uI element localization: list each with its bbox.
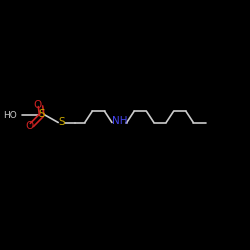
Text: S: S <box>38 109 45 119</box>
Text: S: S <box>58 117 65 127</box>
Text: NH: NH <box>112 116 127 126</box>
Text: O: O <box>25 121 34 131</box>
Text: HO: HO <box>3 110 16 120</box>
Text: O: O <box>34 100 42 110</box>
